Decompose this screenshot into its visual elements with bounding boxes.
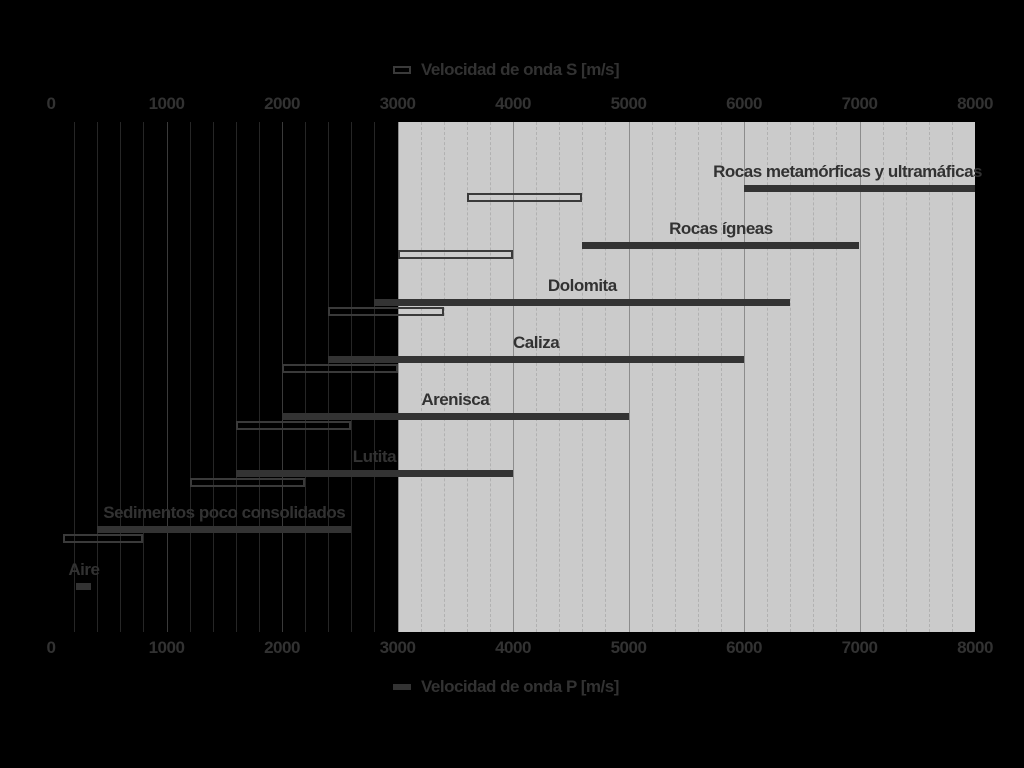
minor-gridline (559, 122, 561, 632)
s-wave-bar (466, 193, 583, 202)
bottom-axis-tick-label: 2000 (264, 638, 300, 657)
p-wave-bar (235, 469, 513, 477)
category-label: Sedimentos poco consolidados (103, 503, 346, 523)
minor-gridline (120, 122, 122, 632)
top-axis-tick-label: 5000 (610, 94, 647, 113)
category-label: Caliza (513, 332, 560, 352)
category-label: Rocas ígneas (669, 218, 773, 238)
s-wave-bar (235, 420, 352, 430)
minor-gridline (305, 122, 307, 632)
p-wave-legend-marker-icon (393, 684, 411, 690)
top-axis-tick-label: 0 (46, 94, 56, 113)
minor-gridline (97, 122, 99, 632)
minor-gridline (420, 122, 422, 632)
minor-gridline (720, 122, 722, 632)
bottom-axis-tick-label: 5000 (610, 638, 647, 657)
p-wave-legend: Velocidad de onda P [m/s] (393, 677, 619, 697)
minor-gridline (258, 122, 260, 632)
s-wave-bar (328, 306, 444, 316)
minor-gridline (143, 122, 145, 632)
shaded-velocity-band (397, 122, 975, 632)
p-wave-bar (76, 583, 92, 591)
major-gridline (397, 122, 399, 632)
top-axis-tick-label: 6000 (726, 94, 762, 113)
major-gridline (166, 122, 168, 632)
minor-gridline (582, 122, 584, 632)
top-axis-tick-label: 2000 (264, 94, 300, 113)
minor-gridline (74, 122, 76, 632)
major-gridline (628, 122, 630, 632)
s-wave-legend-label: Velocidad de onda S [m/s] (421, 60, 620, 79)
top-axis-tick-label: 7000 (841, 94, 878, 113)
minor-gridline (189, 122, 191, 632)
minor-gridline (928, 122, 930, 632)
p-wave-bar (582, 241, 860, 249)
minor-gridline (466, 122, 468, 632)
p-wave-bar (328, 355, 744, 363)
major-gridline (513, 122, 514, 632)
minor-gridline (605, 122, 607, 632)
minor-gridline (674, 122, 676, 632)
minor-gridline (443, 122, 445, 632)
minor-gridline (328, 122, 330, 632)
s-wave-bar (189, 477, 306, 487)
s-wave-bar (282, 363, 398, 373)
major-gridline (282, 122, 283, 632)
bottom-axis-tick-label: 7000 (841, 638, 878, 657)
minor-gridline (905, 122, 907, 632)
bottom-axis-tick-label: 6000 (726, 638, 762, 657)
s-wave-legend-marker-icon (393, 66, 411, 74)
s-wave-bar (62, 534, 144, 544)
minor-gridline (374, 122, 376, 632)
major-gridline (859, 122, 861, 632)
bottom-axis-tick-label: 0 (46, 638, 56, 657)
minor-gridline (882, 122, 884, 632)
p-wave-bar (744, 185, 975, 192)
minor-gridline (536, 122, 538, 632)
bottom-axis-tick-label: 3000 (379, 638, 416, 657)
minor-gridline (790, 122, 792, 632)
category-label: Rocas metamórficas y ultramáficas (713, 162, 982, 181)
category-label: Aire (68, 560, 100, 580)
bottom-axis-tick-label: 1000 (148, 638, 185, 657)
minor-gridline (951, 122, 953, 632)
minor-gridline (212, 122, 214, 632)
s-wave-legend: Velocidad de onda S [m/s] (393, 60, 620, 80)
s-wave-bar (397, 249, 513, 259)
minor-gridline (489, 122, 491, 632)
bottom-axis-tick-label: 8000 (957, 638, 993, 657)
minor-gridline (767, 122, 769, 632)
minor-gridline (836, 122, 838, 632)
bottom-axis-tick-label: 4000 (495, 638, 531, 657)
minor-gridline (813, 122, 815, 632)
p-wave-legend-label: Velocidad de onda P [m/s] (421, 677, 619, 696)
p-wave-bar (374, 298, 791, 306)
minor-gridline (651, 122, 653, 632)
minor-gridline (351, 122, 353, 632)
p-wave-bar (282, 412, 629, 420)
top-axis-tick-label: 8000 (957, 94, 993, 113)
p-wave-bar (97, 526, 352, 534)
major-gridline (744, 122, 745, 632)
minor-gridline (697, 122, 699, 632)
category-label: Dolomita (547, 275, 617, 295)
top-axis-tick-label: 4000 (495, 94, 531, 113)
top-axis-tick-label: 1000 (148, 94, 185, 113)
category-label: Arenisca (421, 389, 490, 409)
top-axis-tick-label: 3000 (379, 94, 416, 113)
category-label: Lutita (352, 446, 397, 466)
minor-gridline (235, 122, 237, 632)
